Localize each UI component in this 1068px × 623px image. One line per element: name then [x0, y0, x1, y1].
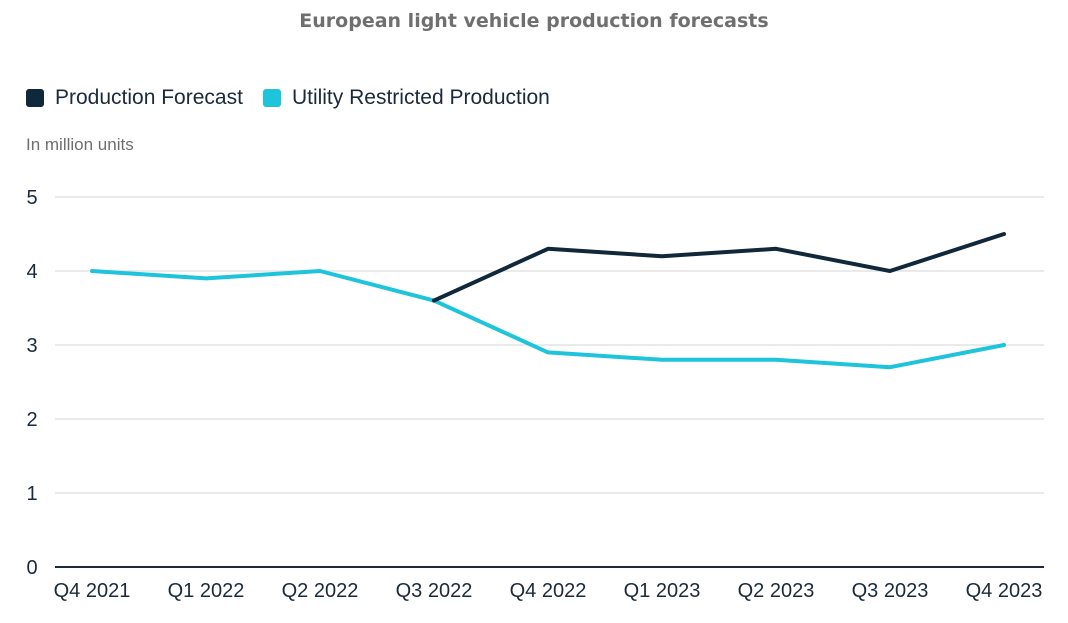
y-tick-label: 3	[26, 335, 37, 357]
legend-item-production-forecast: Production Forecast	[26, 86, 243, 110]
series-line-utility-restricted-production	[90, 269, 1006, 370]
x-tick-label: Q1 2023	[624, 580, 701, 602]
legend-label-utility-restricted-production: Utility Restricted Production	[291, 86, 550, 109]
x-tick-label: Q2 2022	[282, 580, 359, 602]
y-tick-label: 4	[26, 261, 37, 283]
legend-item-utility-restricted-production: Utility Restricted Production	[262, 86, 550, 110]
x-tick-label: Q2 2023	[738, 580, 815, 602]
legend-swatch-utility-restricted-production	[262, 89, 281, 107]
x-tick-label: Q1 2022	[168, 580, 245, 602]
y-axis-ticks: 0 1 2 3 4 5	[26, 187, 37, 579]
series-line-production-forecast	[432, 232, 1006, 303]
unit-label: In million units	[26, 135, 134, 154]
x-tick-label: Q4 2021	[54, 580, 131, 602]
x-tick-label: Q3 2023	[852, 580, 929, 602]
x-axis-ticks: Q4 2021 Q1 2022 Q2 2022 Q3 2022 Q4 2022 Q1 20…	[54, 580, 1043, 602]
legend-swatch-production-forecast	[26, 89, 44, 107]
y-tick-label: 0	[26, 557, 37, 579]
chart-title: European light vehicle production foreca…	[299, 10, 769, 32]
x-tick-label: Q3 2022	[396, 580, 473, 602]
legend: Production Forecast Utility Restricted P…	[26, 86, 570, 110]
series-lines	[90, 232, 1006, 370]
legend-label-production-forecast: Production Forecast	[55, 86, 243, 109]
x-tick-label: Q4 2022	[510, 580, 587, 602]
y-tick-label: 1	[26, 483, 37, 505]
x-tick-label: Q4 2023	[966, 580, 1043, 602]
gridlines	[55, 196, 1044, 568]
y-tick-label: 5	[26, 187, 37, 209]
y-tick-label: 2	[26, 409, 37, 431]
